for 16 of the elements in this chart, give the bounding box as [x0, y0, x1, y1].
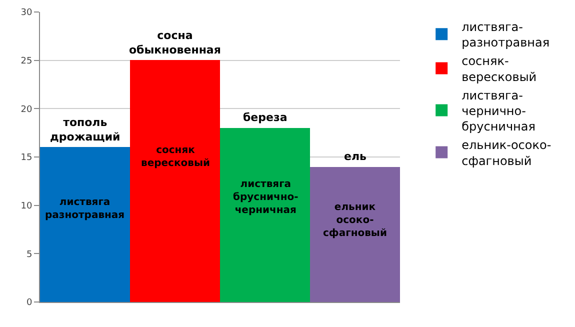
annotation: сосна обыкновенная	[129, 29, 221, 56]
y-tick-label: 30	[20, 8, 32, 18]
y-tick-label: 20	[20, 104, 32, 115]
y-tick-label: 25	[20, 56, 32, 66]
annotation: береза	[243, 111, 288, 124]
legend-label: ельник-осоко-сфагновый	[462, 138, 552, 168]
annotation: сосняк вересковый	[141, 145, 210, 169]
annotation: ель	[344, 150, 367, 163]
y-tick-label: 15	[20, 153, 32, 164]
annotation: тополь дрожащий	[50, 116, 120, 144]
annotation: листвяга бруснично-черничная	[233, 179, 298, 216]
y-tick-label: 10	[20, 201, 32, 212]
y-tick-label: 5	[26, 250, 32, 260]
annotation: ельник осоко-сфагновый	[323, 202, 387, 239]
annotation: листвяга разнотравная	[45, 197, 125, 221]
y-tick-label: 0	[26, 298, 32, 308]
